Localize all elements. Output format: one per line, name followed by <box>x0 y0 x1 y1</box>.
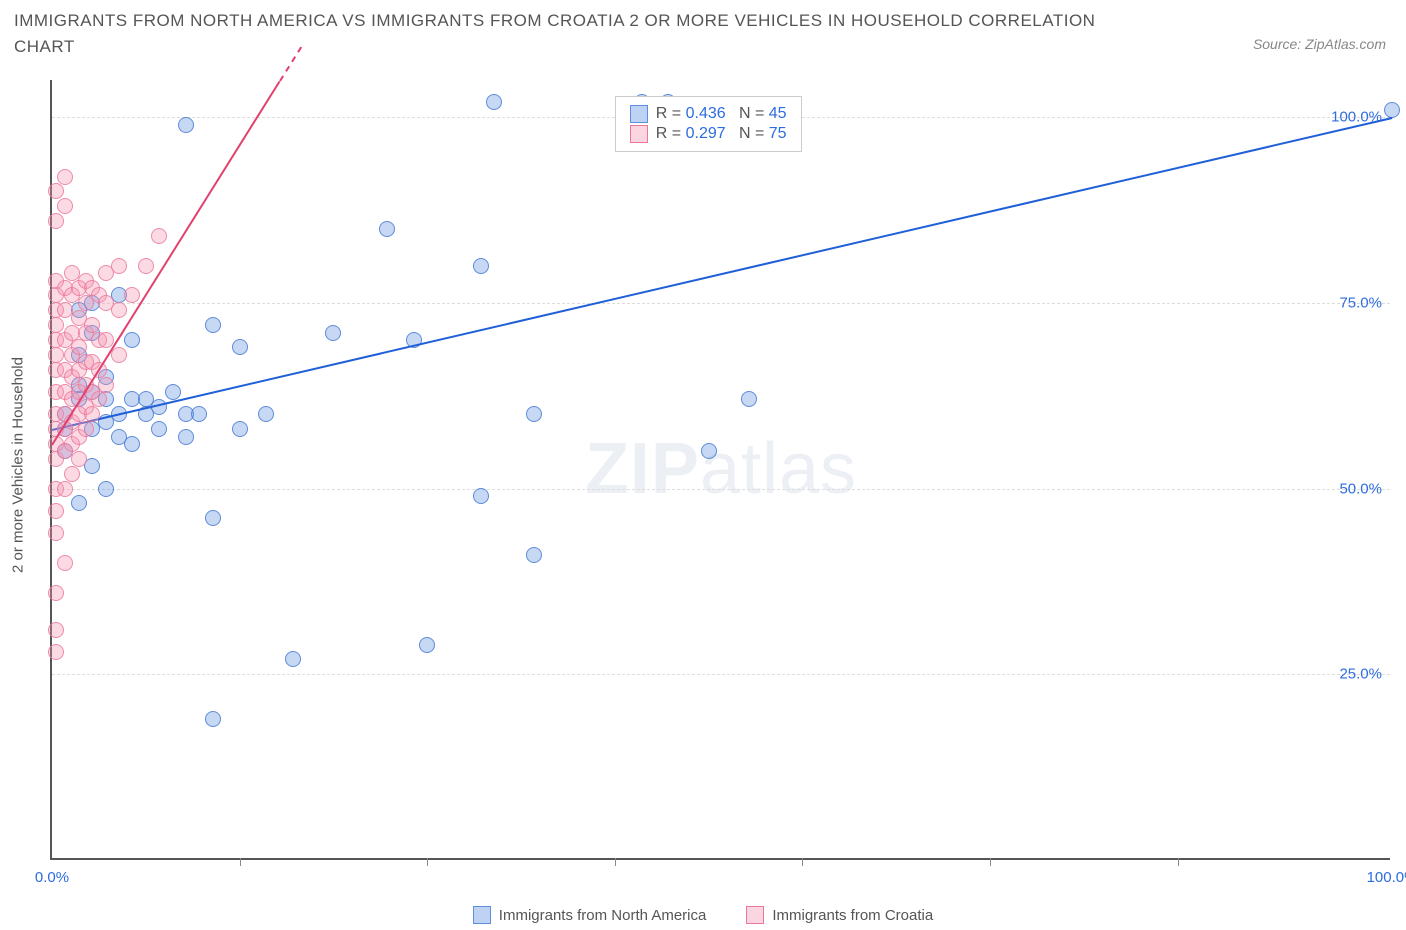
regression-line <box>52 117 1392 431</box>
legend-label: Immigrants from Croatia <box>772 907 933 924</box>
data-point <box>48 347 64 363</box>
data-point <box>165 384 181 400</box>
xtick <box>240 858 241 866</box>
legend-label: Immigrants from North America <box>499 907 707 924</box>
xtick <box>1178 858 1179 866</box>
data-point <box>57 555 73 571</box>
data-point <box>1384 102 1400 118</box>
data-point <box>486 94 502 110</box>
data-point <box>325 325 341 341</box>
data-point <box>57 169 73 185</box>
chart-area: ZIPatlas 25.0%50.0%75.0%100.0%0.0%100.0%… <box>50 80 1390 860</box>
data-point <box>111 258 127 274</box>
data-point <box>526 547 542 563</box>
y-axis-label: 2 or more Vehicles in Household <box>10 357 27 573</box>
data-point <box>205 711 221 727</box>
legend-swatch-pink <box>746 906 764 924</box>
data-point <box>111 347 127 363</box>
stats-text: R = 0.297 N = 75 <box>656 125 787 143</box>
data-point <box>379 221 395 237</box>
legend-item-north-america: Immigrants from North America <box>473 906 707 924</box>
data-point <box>64 466 80 482</box>
stats-row: R = 0.436 N = 45 <box>630 105 787 123</box>
data-point <box>124 332 140 348</box>
data-point <box>98 377 114 393</box>
plot-region: ZIPatlas 25.0%50.0%75.0%100.0%0.0%100.0%… <box>50 80 1390 860</box>
data-point <box>285 651 301 667</box>
data-point <box>701 443 717 459</box>
data-point <box>98 332 114 348</box>
data-point <box>84 406 100 422</box>
xtick <box>427 858 428 866</box>
data-point <box>232 339 248 355</box>
gridline <box>52 489 1390 490</box>
data-point <box>473 488 489 504</box>
gridline <box>52 674 1390 675</box>
swatch-pink-icon <box>630 125 648 143</box>
data-point <box>48 213 64 229</box>
data-point <box>111 302 127 318</box>
watermark: ZIPatlas <box>585 428 857 510</box>
data-point <box>232 421 248 437</box>
data-point <box>48 644 64 660</box>
data-point <box>98 481 114 497</box>
stats-box: R = 0.436 N = 45 R = 0.297 N = 75 <box>615 96 802 152</box>
data-point <box>138 258 154 274</box>
data-point <box>57 481 73 497</box>
xtick <box>615 858 616 866</box>
data-point <box>91 391 107 407</box>
xtick <box>990 858 991 866</box>
stats-text: R = 0.436 N = 45 <box>656 105 787 123</box>
data-point <box>124 436 140 452</box>
stats-row: R = 0.297 N = 75 <box>630 125 787 143</box>
data-point <box>419 637 435 653</box>
data-point <box>78 421 94 437</box>
gridline <box>52 303 1390 304</box>
ytick-label: 25.0% <box>1339 666 1382 683</box>
ytick-label: 50.0% <box>1339 480 1382 497</box>
chart-title: IMMIGRANTS FROM NORTH AMERICA VS IMMIGRA… <box>14 8 1114 59</box>
data-point <box>84 317 100 333</box>
data-point <box>151 421 167 437</box>
data-point <box>741 391 757 407</box>
data-point <box>48 183 64 199</box>
data-point <box>151 228 167 244</box>
data-point <box>258 406 274 422</box>
swatch-blue-icon <box>630 105 648 123</box>
legend-item-croatia: Immigrants from Croatia <box>746 906 933 924</box>
xtick-label: 100.0% <box>1367 869 1406 886</box>
data-point <box>48 317 64 333</box>
data-point <box>526 406 542 422</box>
xtick-label: 0.0% <box>35 869 69 886</box>
xtick <box>802 858 803 866</box>
data-point <box>71 495 87 511</box>
bottom-legend: Immigrants from North America Immigrants… <box>0 906 1406 924</box>
data-point <box>124 287 140 303</box>
data-point <box>473 258 489 274</box>
data-point <box>178 429 194 445</box>
data-point <box>205 317 221 333</box>
data-point <box>71 451 87 467</box>
data-point <box>205 510 221 526</box>
data-point <box>48 525 64 541</box>
source-label: Source: ZipAtlas.com <box>1253 36 1386 52</box>
data-point <box>48 585 64 601</box>
data-point <box>191 406 207 422</box>
legend-swatch-blue <box>473 906 491 924</box>
ytick-label: 75.0% <box>1339 294 1382 311</box>
data-point <box>48 503 64 519</box>
data-point <box>57 198 73 214</box>
data-point <box>48 622 64 638</box>
data-point <box>178 117 194 133</box>
data-point <box>71 339 87 355</box>
